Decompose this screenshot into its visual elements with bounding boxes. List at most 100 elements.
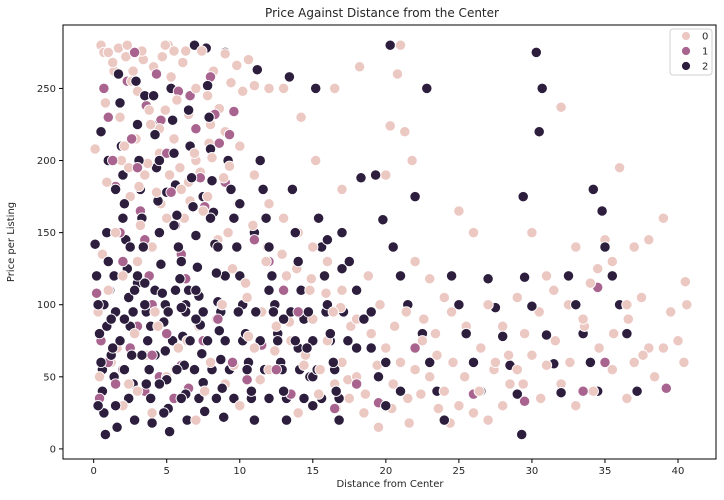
scatter-point-series-2	[206, 175, 218, 187]
scatter-point-series-0	[139, 169, 151, 181]
scatter-point-series-2	[394, 385, 407, 397]
scatter-point-series-2	[248, 414, 261, 426]
scatter-point-series-2	[358, 313, 370, 325]
scatter-point-series-2	[260, 212, 272, 224]
scatter-point-series-0	[459, 371, 471, 383]
scatter-point-series-1	[241, 374, 253, 386]
scatter-point-series-2	[175, 392, 187, 405]
legend-marker-0	[681, 31, 691, 41]
scatter-point-series-2	[330, 385, 342, 397]
scatter-point-series-0	[131, 385, 144, 397]
scatter-point-series-2	[191, 261, 204, 273]
scatter-point-series-2	[136, 349, 148, 361]
scatter-point-series-2	[263, 392, 275, 405]
scatter-point-series-2	[105, 313, 117, 325]
scatter-point-series-0	[190, 414, 202, 426]
scatter-point-series-0	[237, 85, 249, 97]
scatter-point-series-1	[212, 313, 224, 325]
scatter-point-series-2	[163, 425, 176, 438]
scatter-point-series-1	[150, 68, 163, 80]
scatter-point-series-2	[92, 299, 104, 311]
scatter-point-series-0	[374, 299, 386, 311]
x-tick-label: 15	[306, 466, 319, 477]
scatter-point-series-2	[511, 388, 523, 400]
scatter-point-series-2	[380, 356, 392, 369]
x-tick-label: 30	[526, 466, 539, 477]
scatter-point-series-0	[391, 68, 404, 80]
scatter-point-series-2	[289, 226, 301, 239]
scatter-point-series-0	[622, 313, 634, 325]
scatter-point-series-2	[497, 330, 509, 343]
scatter-point-series-0	[635, 291, 648, 304]
scatter-point-series-2	[158, 407, 170, 419]
scatter-point-series-0	[406, 154, 418, 167]
scatter-point-series-0	[226, 263, 239, 275]
scatter-point-series-2	[250, 306, 262, 318]
scatter-point-series-2	[153, 226, 166, 239]
scatter-point-series-2	[530, 46, 542, 59]
scatter-point-series-0	[482, 299, 494, 311]
scatter-point-series-2	[298, 392, 310, 405]
scatter-point-series-0	[628, 241, 640, 253]
scatter-point-series-2	[114, 335, 126, 347]
scatter-point-series-0	[429, 327, 442, 340]
scatter-point-series-1	[518, 395, 531, 407]
scatter-point-series-0	[292, 407, 304, 419]
scatter-point-series-2	[263, 284, 275, 296]
scatter-point-series-2	[212, 241, 224, 253]
scatter-point-series-0	[117, 270, 129, 282]
scatter-point-series-0	[172, 342, 185, 354]
scatter-point-series-0	[161, 212, 173, 224]
scatter-point-series-0	[168, 45, 180, 57]
scatter-point-series-0	[679, 276, 691, 288]
scatter-point-series-2	[232, 306, 244, 318]
scatter-point-series-0	[577, 313, 589, 325]
scatter-point-series-2	[318, 270, 331, 282]
scatter-point-series-0	[555, 101, 567, 113]
scatter-point-series-0	[402, 392, 414, 405]
scatter-point-series-0	[241, 291, 253, 304]
scatter-point-series-2	[147, 90, 160, 102]
scatter-point-series-0	[307, 241, 319, 253]
scatter-point-series-0	[174, 162, 186, 174]
scatter-point-series-0	[621, 392, 633, 405]
scatter-point-series-0	[133, 180, 145, 193]
scatter-point-series-0	[96, 248, 109, 260]
scatter-point-series-0	[254, 374, 266, 386]
scatter-point-series-2	[327, 356, 339, 369]
scatter-point-series-0	[343, 392, 355, 405]
scatter-point-series-0	[637, 349, 649, 361]
scatter-point-series-0	[384, 120, 396, 132]
scatter-point-series-0	[263, 82, 275, 95]
scatter-point-series-0	[99, 97, 112, 109]
scatter-point-series-0	[336, 183, 348, 196]
scatter-point-series-2	[182, 104, 195, 116]
scatter-point-series-2	[219, 335, 231, 347]
scatter-point-series-2	[128, 284, 141, 296]
scatter-point-series-2	[114, 97, 126, 109]
scatter-point-series-0	[152, 320, 164, 332]
scatter-point-series-2	[631, 385, 643, 397]
scatter-point-series-1	[660, 382, 672, 394]
scatter-point-series-2	[162, 306, 174, 318]
scatter-point-series-0	[467, 226, 480, 239]
scatter-point-series-2	[424, 356, 436, 369]
scatter-point-series-2	[169, 284, 182, 296]
scatter-point-series-2	[460, 327, 472, 340]
scatter-point-series-2	[409, 190, 421, 203]
scatter-point-series-2	[175, 255, 187, 268]
scatter-point-series-0	[584, 277, 597, 289]
scatter-point-series-2	[130, 75, 142, 87]
scatter-point-series-0	[657, 342, 670, 354]
scatter-point-series-2	[606, 270, 618, 282]
scatter-point-series-2	[190, 284, 202, 296]
scatter-point-series-1	[409, 342, 421, 354]
scatter-point-series-1	[329, 402, 341, 415]
scatter-point-series-0	[672, 335, 684, 347]
scatter-point-series-0	[248, 342, 261, 354]
scatter-point-series-2	[234, 198, 246, 210]
scatter-point-series-0	[143, 104, 155, 116]
scatter-point-series-2	[350, 284, 363, 296]
scatter-point-series-2	[228, 392, 240, 405]
scatter-point-series-0	[118, 140, 131, 152]
